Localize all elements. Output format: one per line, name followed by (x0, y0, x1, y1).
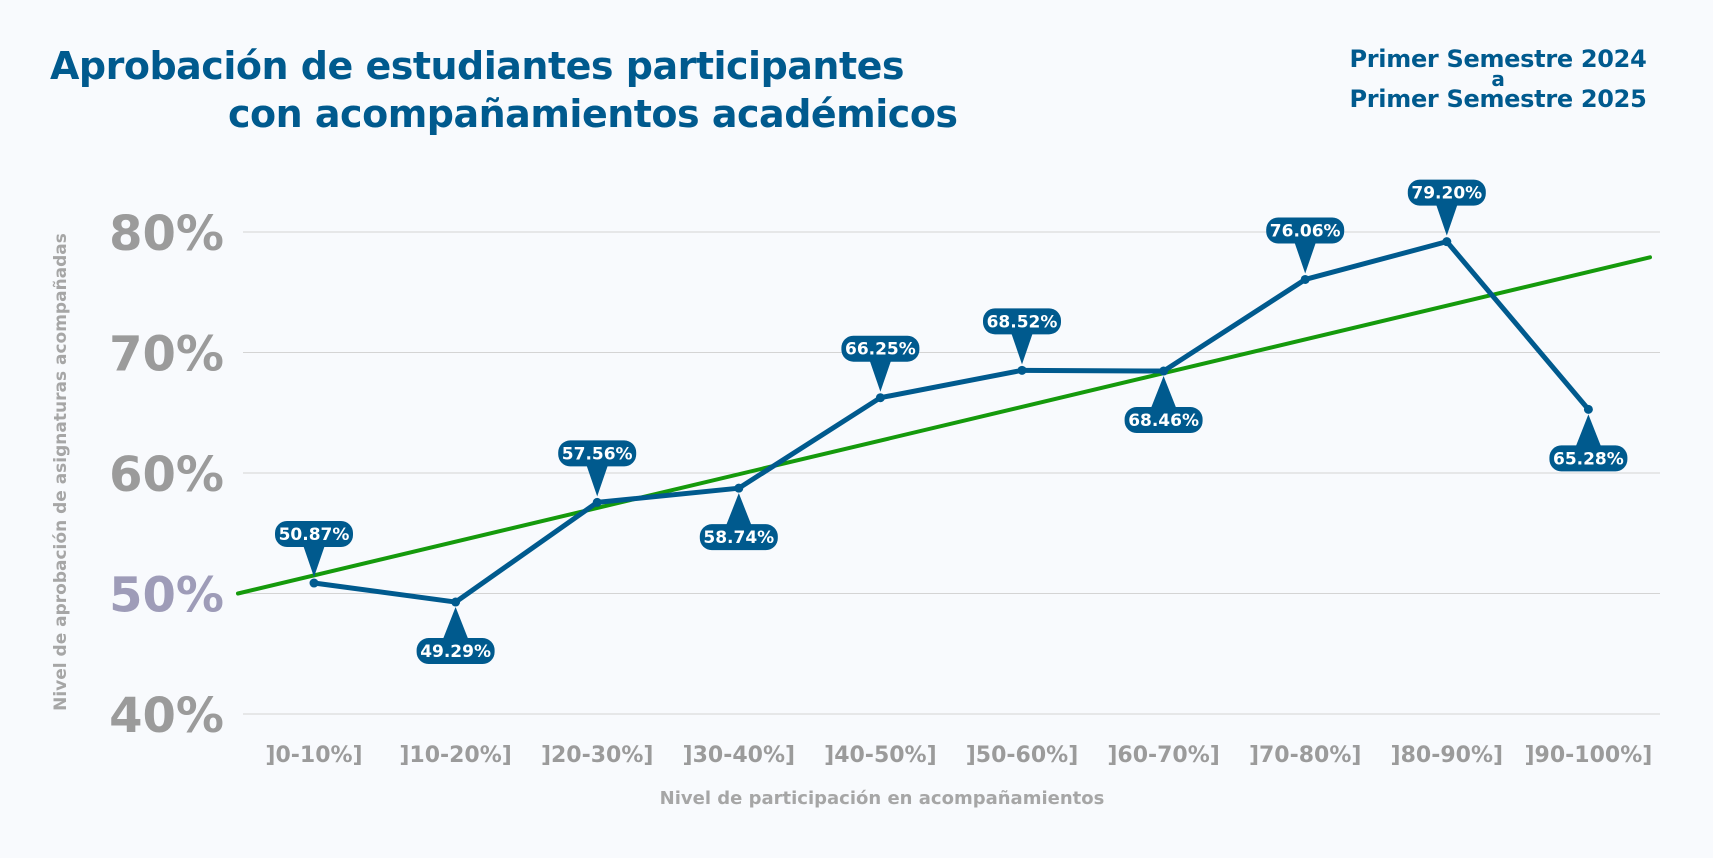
data-label-text: 49.29% (420, 642, 491, 662)
x-tick-label: ]10-20%] (399, 743, 512, 768)
y-tick-label: 70% (109, 327, 224, 383)
x-tick-label: ]60-70%] (1107, 743, 1220, 768)
data-label-text: 58.74% (703, 528, 774, 548)
series-layer (309, 237, 1593, 607)
data-point (1159, 366, 1169, 376)
period-start: Primer Semestre 2024 (1349, 45, 1647, 73)
data-point (875, 393, 885, 403)
gridlines (243, 231, 1660, 715)
data-point (592, 497, 602, 507)
x-tick-label: ]70-80%] (1249, 743, 1362, 768)
data-label: 50.87% (275, 521, 353, 578)
data-label-box (558, 440, 637, 467)
data-label-text: 76.06% (1270, 221, 1341, 241)
data-label: 49.29% (416, 607, 495, 665)
data-label-box (275, 521, 353, 548)
chart-title-line-2: con acompañamientos académicos (228, 92, 958, 136)
data-label-text: 68.52% (987, 312, 1058, 332)
x-tick-label: ]80-90%] (1391, 743, 1504, 768)
x-tick-label: ]40-50%] (824, 743, 937, 768)
y-tick-label: 80% (109, 206, 224, 262)
data-label-pointer (442, 607, 469, 641)
data-point (1017, 365, 1027, 375)
period-label: Primer Semestre 2024 a Primer Semestre 2… (1333, 45, 1663, 113)
data-label: 68.52% (983, 308, 1061, 365)
data-label-pointer (1150, 376, 1177, 410)
data-point (309, 578, 319, 588)
data-label-text: 65.28% (1553, 449, 1624, 469)
data-point (1300, 274, 1310, 284)
x-tick-labels: ]0-10%] ]10-20%] ]20-30%] ]30-40%] ]40-50%]]… (265, 743, 1652, 768)
data-label-box (1124, 407, 1203, 434)
series-line (311, 239, 1591, 605)
y-axis-title: Nivel de aprobación de asignaturas acomp… (51, 233, 71, 711)
data-label-box (841, 335, 920, 362)
data-label-pointer (1011, 332, 1033, 365)
x-tick-label: ]90-100%] (1524, 743, 1652, 768)
data-label-text: 66.25% (845, 340, 916, 360)
data-label-box (1266, 217, 1345, 244)
chart-title-line-1: Aprobación de estudiantes participantes (50, 44, 905, 88)
x-tick-label: ]50-60%] (966, 743, 1079, 768)
data-label-pointer (303, 545, 325, 578)
data-label: 57.56% (558, 440, 637, 497)
data-label: 76.06% (1266, 217, 1345, 274)
data-label-text: 50.87% (279, 525, 350, 545)
data-label-box (416, 638, 495, 665)
y-tick-label: 40% (109, 688, 224, 744)
data-label-box (983, 308, 1061, 335)
data-label-text: 68.46% (1128, 411, 1199, 431)
data-label-box (699, 524, 778, 551)
y-tick-labels: 40% 50% 60% 70% 80% (109, 206, 224, 744)
data-label-pointer (586, 464, 609, 497)
data-label-pointer (725, 493, 752, 527)
data-label-pointer (1294, 241, 1317, 274)
data-label-box (1549, 445, 1628, 472)
data-label-text: 79.20% (1411, 184, 1482, 204)
data-label: 66.25% (841, 335, 920, 392)
data-label-pointer (1575, 414, 1602, 448)
data-point (1583, 404, 1593, 414)
y-tick-label: 50% (109, 568, 224, 624)
data-point (1442, 237, 1452, 247)
data-label-pointer (1435, 203, 1458, 236)
data-label: 79.20% (1407, 179, 1486, 236)
period-connector: a (1491, 67, 1505, 91)
data-label: 58.74% (699, 493, 778, 551)
x-tick-label: ]20-30%] (541, 743, 654, 768)
period-end: Primer Semestre 2025 (1349, 85, 1647, 113)
x-tick-label: ]30-40%] (683, 743, 796, 768)
x-axis-title: Nivel de participación en acompañamiento… (660, 788, 1105, 809)
y-tick-label: 60% (109, 447, 224, 503)
data-point (734, 483, 744, 493)
data-labels: 50.87% 49.29% 57.56% 58.74% 66.25% 68.52% 68.4… (275, 179, 1628, 665)
data-label-pointer (869, 359, 892, 392)
trendline (236, 255, 1652, 596)
data-point (451, 597, 461, 607)
data-label: 68.46% (1124, 376, 1203, 434)
x-tick-label: ]0-10%] (265, 743, 362, 768)
data-label: 65.28% (1549, 414, 1628, 472)
data-label-box (1407, 179, 1486, 206)
data-label-text: 57.56% (562, 444, 633, 464)
trendline-layer (236, 255, 1652, 596)
